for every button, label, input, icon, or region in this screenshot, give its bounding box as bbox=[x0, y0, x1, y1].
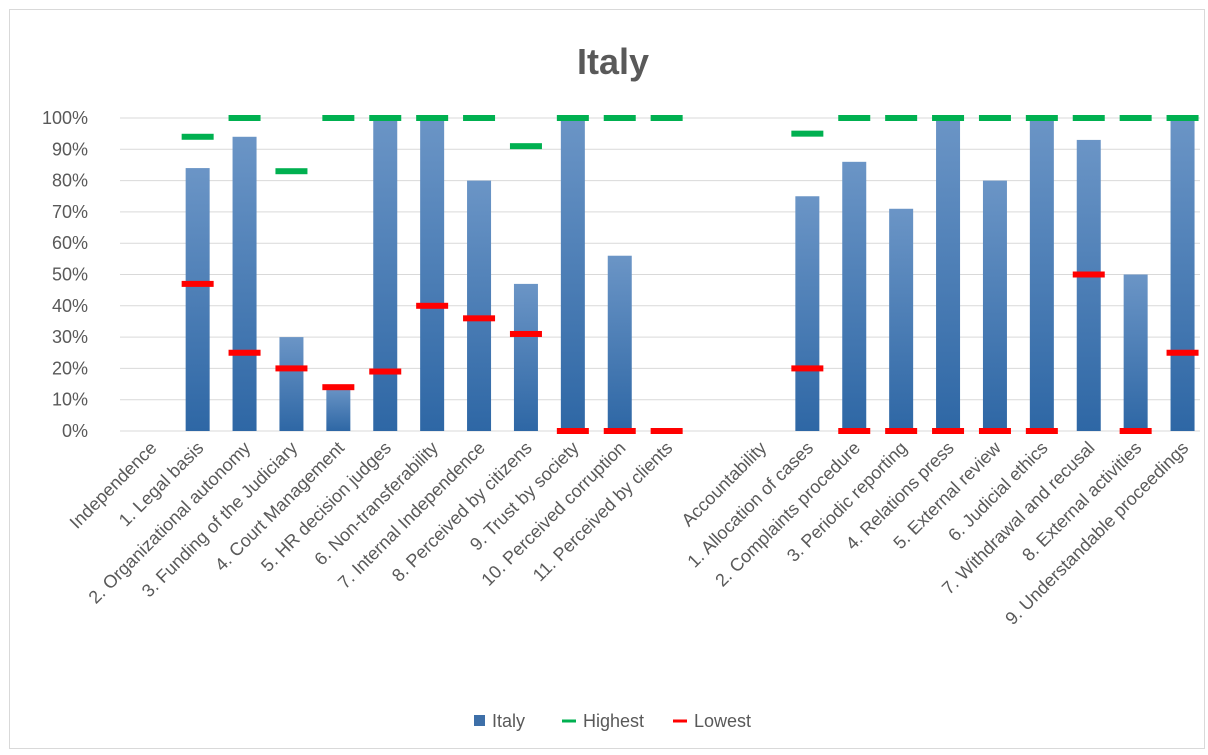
y-tick-label: 20% bbox=[52, 358, 88, 378]
highest-marker bbox=[556, 115, 589, 121]
y-tick-label: 100% bbox=[42, 108, 88, 128]
lowest-marker bbox=[885, 428, 918, 434]
bar bbox=[607, 255, 632, 431]
y-tick-label: 80% bbox=[52, 171, 88, 191]
y-tick-label: 40% bbox=[52, 296, 88, 316]
lowest-marker bbox=[181, 280, 214, 287]
bar bbox=[420, 118, 445, 431]
bar bbox=[1076, 139, 1101, 431]
legend: Italy Highest Lowest bbox=[474, 711, 751, 731]
lowest-marker bbox=[463, 315, 496, 322]
bar bbox=[1123, 274, 1148, 431]
lowest-marker bbox=[978, 428, 1011, 434]
lowest-marker bbox=[1072, 271, 1105, 278]
legend-swatch bbox=[673, 719, 687, 723]
chart-title: Italy bbox=[577, 41, 649, 82]
y-tick-label: 50% bbox=[52, 265, 88, 285]
highest-marker bbox=[463, 115, 496, 121]
highest-marker bbox=[791, 130, 824, 137]
lowest-marker bbox=[1166, 349, 1199, 356]
y-tick-label: 90% bbox=[52, 139, 88, 159]
bar bbox=[936, 118, 961, 431]
highest-marker bbox=[275, 168, 308, 175]
lowest-marker bbox=[369, 368, 402, 375]
lowest-marker bbox=[275, 365, 308, 372]
lowest-marker bbox=[838, 428, 871, 434]
bar bbox=[232, 136, 257, 431]
bar bbox=[795, 196, 820, 431]
legend-label: Italy bbox=[492, 711, 525, 731]
legend-swatch bbox=[474, 715, 485, 726]
y-tick-label: 0% bbox=[62, 421, 88, 441]
chart-svg: Italy 0%10%20%30%40%50%60%70%80%90%100% … bbox=[42, 41, 1200, 731]
legend-label: Lowest bbox=[694, 711, 751, 731]
lowest-marker bbox=[1119, 428, 1152, 434]
highest-marker bbox=[650, 115, 683, 121]
bar bbox=[1029, 118, 1054, 431]
bar bbox=[326, 387, 351, 431]
highest-marker bbox=[509, 143, 542, 150]
highest-marker bbox=[1025, 115, 1058, 121]
lowest-marker bbox=[416, 302, 449, 309]
highest-marker bbox=[416, 115, 449, 121]
y-tick-label: 70% bbox=[52, 202, 88, 222]
y-tick-label: 10% bbox=[52, 390, 88, 410]
bar bbox=[889, 208, 914, 431]
lowest-marker bbox=[603, 428, 636, 434]
highest-marker bbox=[838, 115, 871, 121]
lowest-marker bbox=[650, 428, 683, 434]
y-tick-label: 30% bbox=[52, 327, 88, 347]
bar bbox=[842, 161, 867, 431]
highest-marker bbox=[1119, 115, 1152, 121]
y-tick-label: 60% bbox=[52, 233, 88, 253]
bar bbox=[467, 180, 492, 431]
highest-marker bbox=[932, 115, 965, 121]
bar bbox=[982, 180, 1007, 431]
highest-marker bbox=[369, 115, 402, 121]
lowest-marker bbox=[322, 384, 355, 391]
bar bbox=[185, 168, 210, 431]
highest-marker bbox=[1166, 115, 1199, 121]
bar bbox=[373, 118, 398, 431]
lowest-marker bbox=[932, 428, 965, 434]
bar bbox=[279, 337, 304, 431]
highest-marker bbox=[181, 133, 214, 140]
highest-marker bbox=[322, 115, 355, 121]
legend-swatch bbox=[562, 719, 576, 723]
highest-marker bbox=[1072, 115, 1105, 121]
bar bbox=[1170, 118, 1195, 431]
y-axis-tick-labels: 0% 10% 20% 30% 40% 50% 60% 70% 80% 90% 100% bbox=[42, 108, 88, 441]
bar bbox=[513, 283, 538, 431]
lowest-marker bbox=[1025, 428, 1058, 434]
highest-marker bbox=[978, 115, 1011, 121]
lowest-marker bbox=[791, 365, 824, 372]
bars bbox=[185, 118, 1195, 431]
highest-marker bbox=[603, 115, 636, 121]
chart-frame: Italy 0% 10% 20% 30% 40% 50% 60% 70% 80% 90% 100% … bbox=[9, 9, 1205, 749]
lowest-marker bbox=[556, 428, 589, 434]
markers bbox=[181, 115, 1199, 434]
highest-marker bbox=[228, 115, 261, 121]
lowest-marker bbox=[509, 330, 542, 337]
highest-marker bbox=[885, 115, 918, 121]
lowest-marker bbox=[228, 349, 261, 356]
legend-label: Highest bbox=[583, 711, 644, 731]
bar bbox=[560, 118, 585, 431]
